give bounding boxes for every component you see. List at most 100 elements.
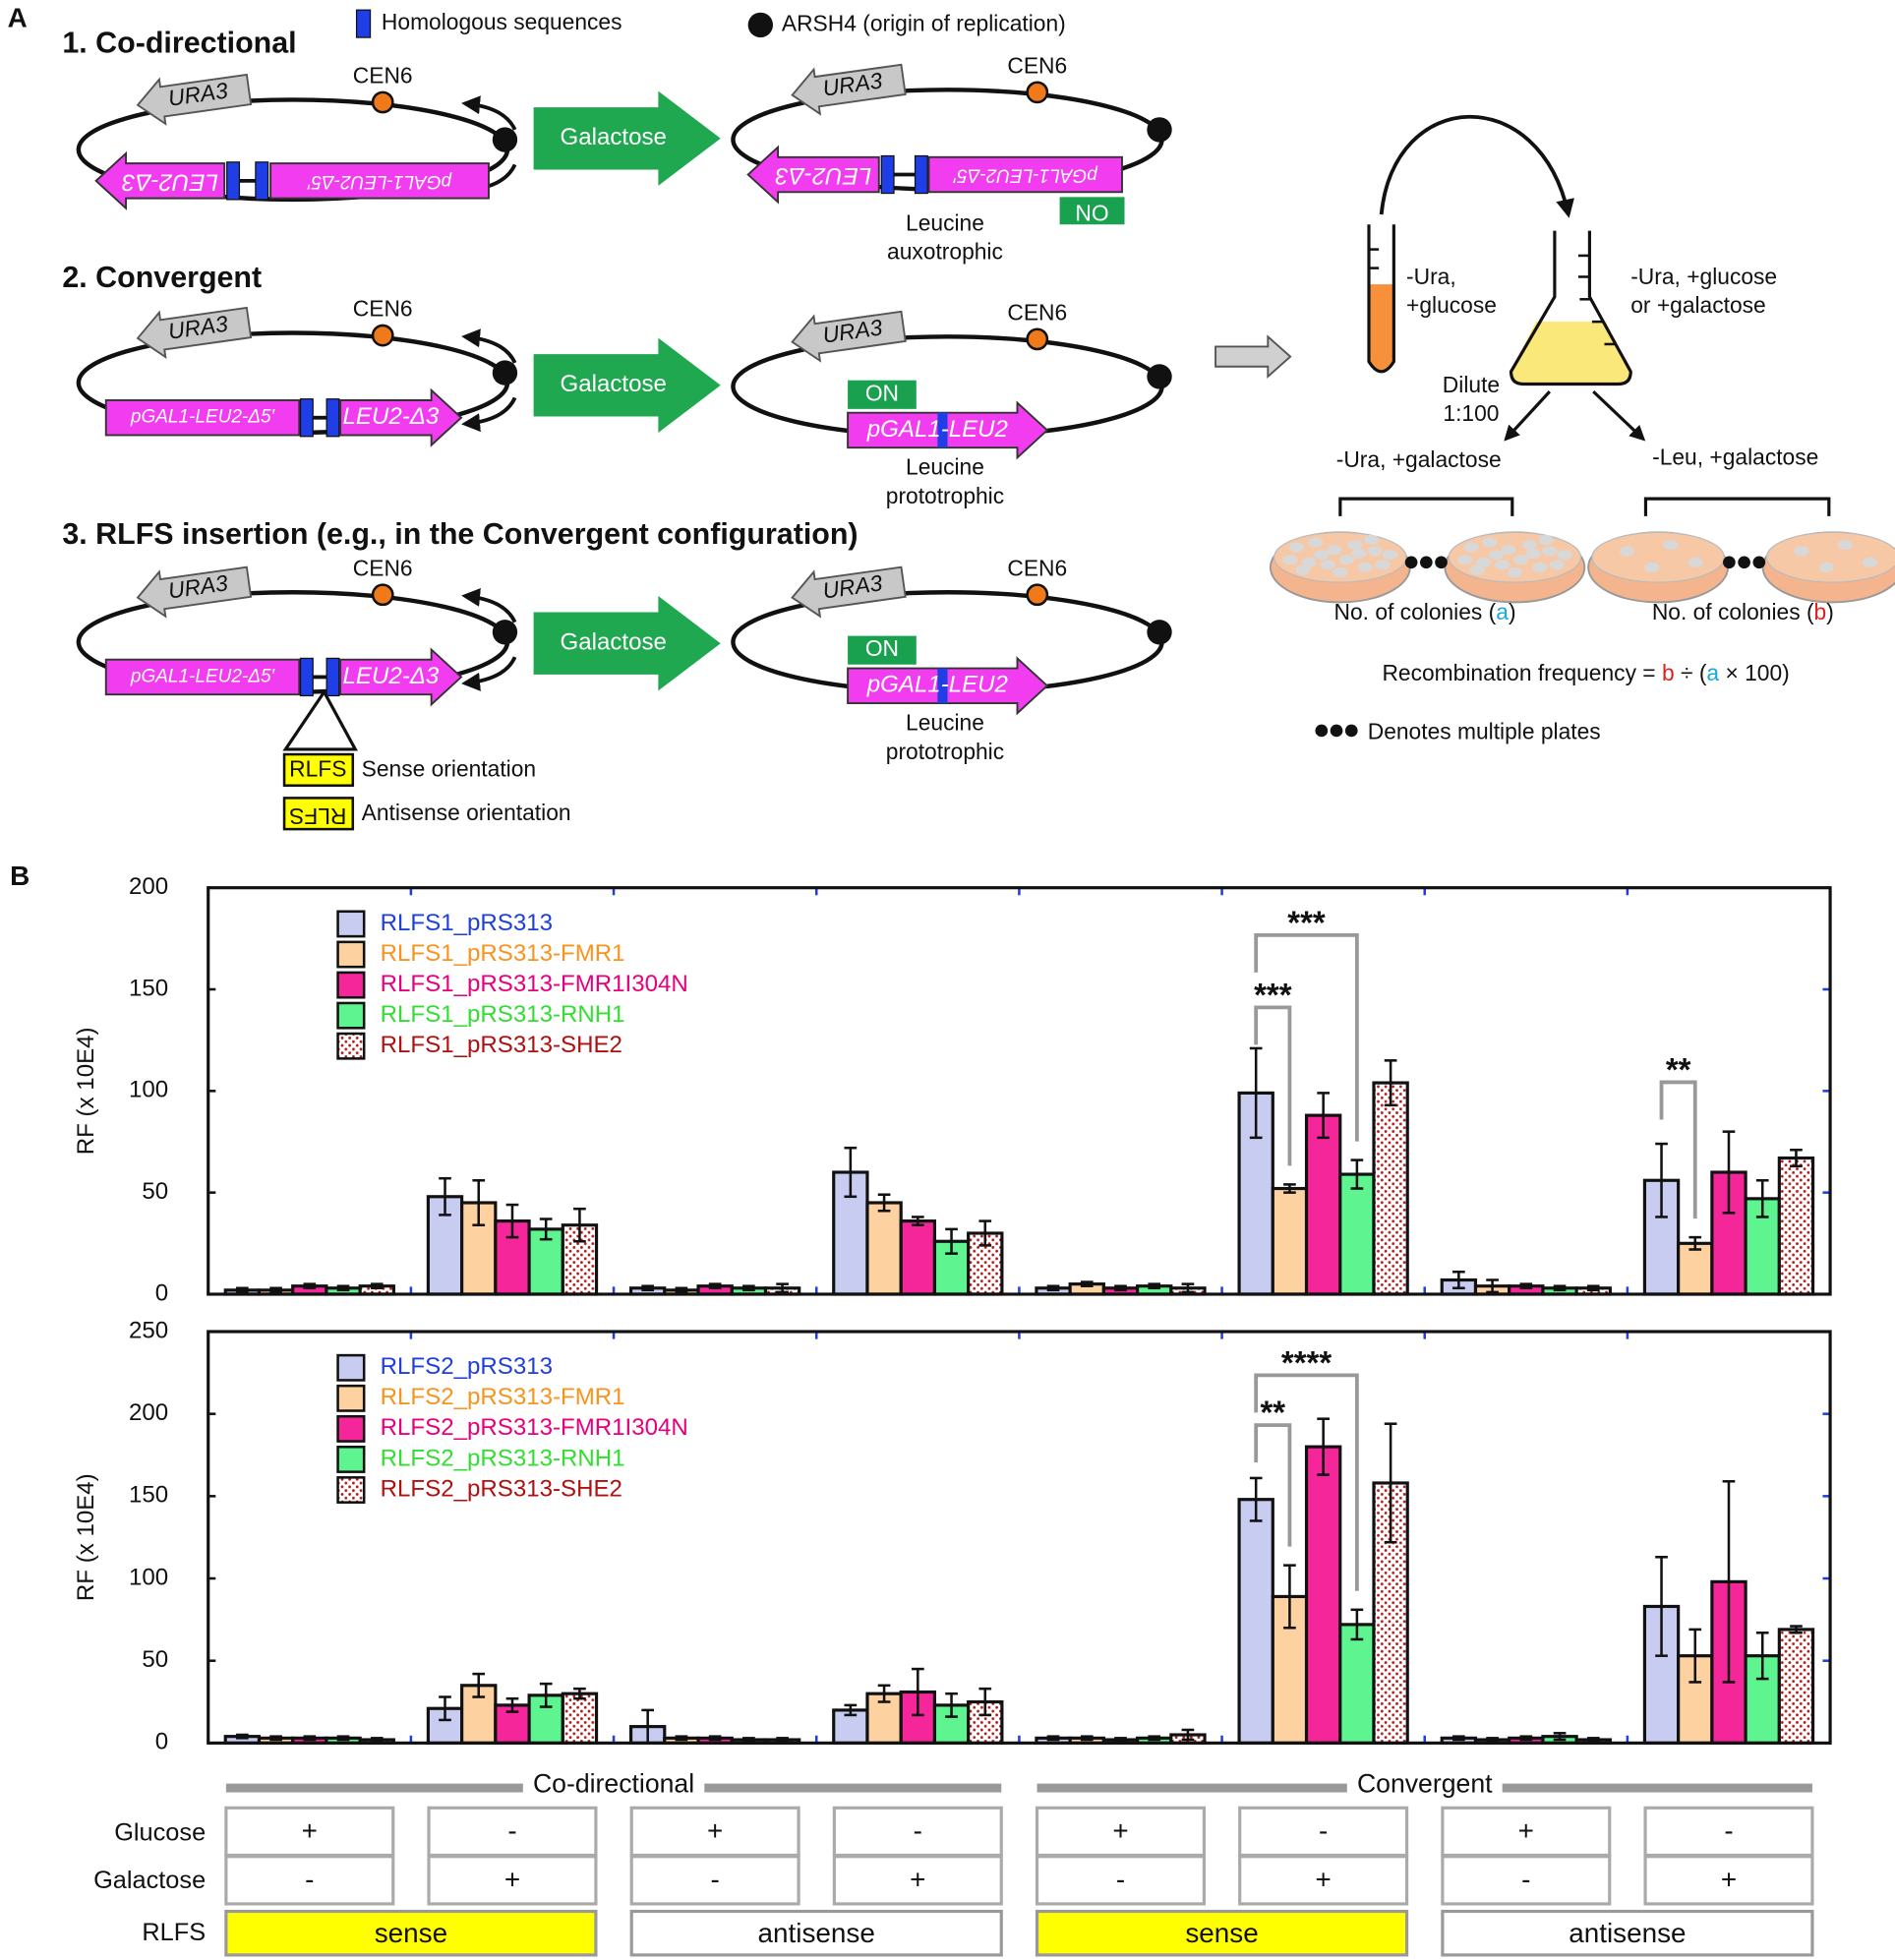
- more-dot: [1419, 556, 1433, 569]
- bar: [1237, 1498, 1274, 1745]
- colony: [1818, 562, 1834, 572]
- gene-label: pGAL1-LEU2-Δ5′: [952, 165, 1098, 186]
- legend-label: RLFS2_pRS313: [381, 1353, 553, 1380]
- y-axis-label: RF (x 10E4): [73, 1027, 99, 1155]
- legend-label: RLFS1_pRS313-SHE2: [381, 1032, 622, 1058]
- y-tick-label: 50: [142, 1178, 168, 1205]
- row-title: 2. Convergent: [62, 261, 262, 294]
- y-tick-label: 0: [155, 1279, 168, 1306]
- condition-value: +: [504, 1864, 520, 1894]
- marker-gene: [136, 73, 253, 126]
- legend-label: RLFS1_pRS313: [381, 910, 553, 936]
- cen-label: CEN6: [353, 63, 413, 89]
- bar: [1271, 1186, 1309, 1296]
- colony: [1476, 557, 1492, 567]
- colony: [1495, 560, 1510, 570]
- state-box: [848, 380, 917, 409]
- plate-agar: [1591, 531, 1725, 583]
- treatment-label: Galactose: [561, 371, 667, 397]
- bar: [1338, 1172, 1376, 1296]
- colony: [1663, 539, 1679, 551]
- colony: [1347, 539, 1363, 551]
- gene-label: pGAL1-LEU2-Δ5′: [130, 666, 276, 686]
- gene-label: pGAL1-LEU2: [866, 416, 1009, 443]
- colony: [1351, 548, 1367, 559]
- condition-value: +: [910, 1864, 925, 1894]
- cen-label: CEN6: [1007, 555, 1067, 580]
- condition-cell: [1035, 1855, 1207, 1906]
- colony: [1367, 546, 1383, 557]
- rlfs-cell: [1035, 1909, 1409, 1957]
- insertion-site: [282, 688, 358, 751]
- y-axis-label: RF (x 10E4): [73, 1473, 99, 1601]
- homologous-sequence: [326, 398, 340, 438]
- legend-label: RLFS2_pRS313-RNH1: [381, 1445, 625, 1471]
- rlfs-value: antisense: [1569, 1918, 1686, 1948]
- treatment-label: Galactose: [561, 629, 667, 656]
- label-part: ÷ (: [1675, 660, 1707, 685]
- condition-value: -: [1521, 1864, 1530, 1894]
- treatment-label: Galactose: [561, 124, 667, 150]
- y-tick-label: 100: [129, 1564, 168, 1590]
- transcription-arrow: [461, 587, 517, 624]
- gene-box: [104, 658, 301, 696]
- condition-value: +: [707, 1815, 723, 1846]
- origin: [492, 620, 518, 645]
- gene-label: pGAL1-LEU2-Δ5′: [130, 407, 276, 428]
- gene-label: LEU2-Δ3: [343, 663, 440, 689]
- marker-gene: [136, 565, 253, 619]
- condition-value: -: [710, 1864, 719, 1894]
- colony: [1469, 564, 1485, 575]
- more-dot: [1435, 556, 1448, 569]
- y-tick-label: 50: [142, 1646, 168, 1673]
- colony: [1507, 566, 1522, 578]
- label-line: +glucose: [1406, 292, 1497, 318]
- panel-label: A: [8, 3, 28, 33]
- origin: [1147, 620, 1172, 645]
- row-title: 3. RLFS insertion (e.g., in the Converge…: [62, 517, 858, 551]
- origin: [492, 360, 518, 386]
- gene-arrow: [94, 150, 226, 210]
- tube: [1367, 224, 1395, 374]
- colony: [1326, 545, 1342, 556]
- significance-bracket: [1254, 1373, 1359, 1591]
- more-dot: [1752, 556, 1766, 569]
- more-dot: [1330, 724, 1343, 738]
- note-label: Denotes multiple plates: [1368, 719, 1601, 744]
- origin: [492, 127, 518, 152]
- legend-label: ARSH4 (origin of replication): [782, 10, 1066, 35]
- homologous-sequence: [326, 657, 340, 697]
- colony: [1619, 546, 1635, 557]
- legend-dot: [747, 12, 774, 38]
- rlfs-label: RLFS: [289, 803, 346, 829]
- colony: [1375, 560, 1391, 570]
- colony: [1521, 539, 1538, 551]
- gene-box: [104, 399, 301, 437]
- more-dot: [1723, 556, 1736, 569]
- legend-swatch: [336, 1032, 366, 1060]
- colony: [1363, 534, 1380, 546]
- legend-label: RLFS2_pRS313-FMR1: [381, 1384, 625, 1410]
- label-line: prototrophic: [886, 739, 1004, 764]
- condition-value: -: [1116, 1864, 1125, 1894]
- group-label: Convergent: [1357, 1769, 1493, 1799]
- bar: [1777, 1628, 1815, 1745]
- significance-bracket: [1254, 1005, 1292, 1166]
- significance-bracket: [1254, 932, 1359, 1142]
- y-tick-label: 150: [129, 1482, 168, 1509]
- colony: [1863, 557, 1878, 567]
- label-line: Leucine: [906, 710, 984, 736]
- colony: [1501, 545, 1516, 556]
- plate-agar: [1765, 531, 1895, 583]
- significance-label: ****: [1281, 1344, 1332, 1381]
- medium-label: -Ura, +galactose: [1336, 446, 1502, 472]
- condition-value: -: [914, 1815, 922, 1846]
- cen-label: CEN6: [1007, 53, 1067, 79]
- condition-value: +: [1316, 1864, 1332, 1894]
- marker-gene: [791, 63, 907, 116]
- row-label: RLFS: [142, 1919, 206, 1946]
- bar: [561, 1692, 599, 1745]
- condition-value: -: [305, 1864, 314, 1894]
